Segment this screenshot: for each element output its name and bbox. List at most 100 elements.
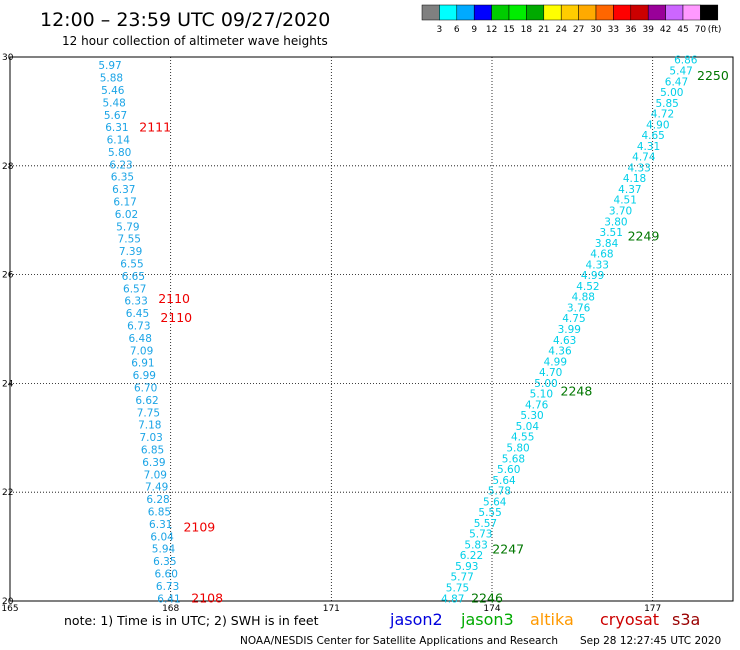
scale-swatch — [456, 4, 475, 21]
color-scale-legend: 3 6 9 12 15 18 21 24 27 30 33 36 39 42 45 70 (ft) — [421, 4, 722, 35]
wave-height-value: 6.86 — [674, 55, 698, 67]
wave-height-value: 5.57 — [474, 518, 497, 530]
wave-height-value: 6.62 — [135, 395, 158, 407]
wave-height-value: 5.78 — [488, 486, 511, 498]
scale-swatch — [595, 4, 614, 21]
lon-label: 165 — [1, 604, 18, 614]
satellite-legend-cryosat: cryosat — [600, 610, 659, 629]
plot-frame — [9, 56, 734, 602]
wave-height-value: 4.18 — [623, 173, 646, 185]
pass-number-label: 2110 — [160, 310, 192, 325]
wave-height-value: 4.63 — [553, 335, 576, 347]
scale-swatch — [647, 4, 666, 21]
wave-height-value: 5.67 — [104, 110, 127, 122]
pass-number-label: 2108 — [191, 590, 223, 605]
scale-swatch — [700, 4, 719, 21]
wave-height-value: 6.14 — [107, 135, 131, 147]
wave-height-value: 5.60 — [497, 464, 520, 476]
satellite-legend-altika: altika — [530, 610, 574, 629]
wave-height-value: 5.85 — [655, 98, 678, 110]
wave-height-value: 4.68 — [590, 249, 613, 261]
wave-height-value: 6.17 — [113, 197, 136, 209]
scale-label: 9 — [471, 25, 477, 35]
lon-label: 171 — [323, 604, 340, 614]
wave-height-value: 6.99 — [133, 370, 156, 382]
wave-height-value: 5.64 — [483, 496, 507, 508]
wave-height-value: 4.70 — [539, 367, 562, 379]
wave-height-value: 5.93 — [455, 561, 478, 573]
wave-height-value: 3.99 — [558, 324, 581, 336]
track-right: 4.875.755.775.936.225.835.735.575.555.64… — [441, 55, 729, 606]
lon-label: 174 — [483, 604, 500, 614]
wave-height-value: 6.65 — [122, 271, 145, 283]
scale-label: 15 — [503, 25, 514, 35]
wave-height-value: 6.73 — [127, 321, 150, 333]
satellite-legend-s3a: s3a — [672, 610, 700, 629]
scale-label: 6 — [454, 25, 460, 35]
wave-height-value: 4.90 — [646, 119, 669, 131]
wave-height-value: 4.76 — [525, 399, 549, 411]
wave-height-value: 7.75 — [137, 407, 160, 419]
wave-height-value: 6.70 — [134, 383, 157, 395]
wave-height-value: 4.72 — [651, 109, 674, 121]
wave-height-value: 3.84 — [595, 238, 619, 250]
wave-height-value: 5.79 — [116, 221, 139, 233]
wave-height-value: 4.87 — [441, 593, 464, 605]
wave-height-value: 5.30 — [520, 410, 543, 422]
scale-swatch — [665, 4, 684, 21]
pass-number-label: 2248 — [561, 384, 593, 399]
wave-height-value: 6.41 — [157, 593, 180, 605]
scale-label: 3 — [437, 25, 443, 35]
scale-label: 21 — [538, 25, 549, 35]
wave-height-value: 5.46 — [101, 85, 125, 97]
scale-swatch — [543, 4, 562, 21]
wave-height-value: 3.80 — [604, 216, 627, 228]
wave-height-value: 5.94 — [152, 544, 176, 556]
wave-height-value: 6.47 — [665, 76, 688, 88]
pass-number-label: 2246 — [471, 590, 503, 605]
wave-height-value: 4.88 — [572, 292, 595, 304]
scale-swatch — [630, 4, 649, 21]
wave-height-value: 5.00 — [660, 87, 683, 99]
wave-height-value: 6.35 — [153, 556, 176, 568]
scale-label: 27 — [573, 25, 584, 35]
wave-height-value: 6.55 — [120, 259, 143, 271]
wave-height-value: 6.73 — [156, 581, 179, 593]
wave-height-value: 4.65 — [641, 130, 664, 142]
scale-label: 36 — [625, 25, 637, 35]
wave-height-value: 6.23 — [109, 159, 132, 171]
wave-height-value: 4.55 — [511, 432, 534, 444]
wave-height-value: 7.09 — [144, 469, 167, 481]
wave-height-value: 7.49 — [145, 482, 168, 494]
wave-height-value: 4.33 — [627, 162, 650, 174]
lat-label: 28 — [2, 162, 14, 172]
wave-height-value: 5.10 — [530, 389, 553, 401]
wave-height-value: 7.03 — [139, 432, 162, 444]
wave-height-value: 3.51 — [600, 227, 623, 239]
wave-height-value: 6.85 — [141, 445, 164, 457]
scale-swatch — [682, 4, 701, 21]
wave-height-value: 6.33 — [124, 296, 147, 308]
wave-height-value: 5.75 — [446, 583, 469, 595]
wave-height-value: 3.70 — [609, 206, 632, 218]
wave-height-value: 4.33 — [586, 259, 609, 271]
wave-height-value: 5.88 — [100, 73, 123, 85]
pass-number-label: 2247 — [492, 541, 524, 556]
wave-height-value: 5.80 — [506, 442, 529, 454]
scale-swatch — [473, 4, 492, 21]
wave-height-value: 6.85 — [148, 506, 171, 518]
scale-swatch — [491, 4, 510, 21]
wave-height-value: 4.99 — [581, 270, 604, 282]
wave-height-value: 7.55 — [118, 234, 141, 246]
wave-height-value: 6.02 — [115, 209, 138, 221]
wave-height-value: 5.55 — [478, 507, 501, 519]
footer-note: note: 1) Time is in UTC; 2) SWH is in fe… — [64, 613, 319, 628]
wave-height-value: 6.91 — [131, 358, 154, 370]
wave-height-value: 6.35 — [111, 172, 134, 184]
wave-height-value: 6.04 — [150, 531, 174, 543]
lat-label: 26 — [2, 271, 14, 281]
lat-label: 20 — [2, 597, 14, 607]
scale-unit: (ft) — [708, 25, 722, 35]
map-title: 12:00 – 23:59 UTC 09/27/2020 — [40, 9, 330, 31]
